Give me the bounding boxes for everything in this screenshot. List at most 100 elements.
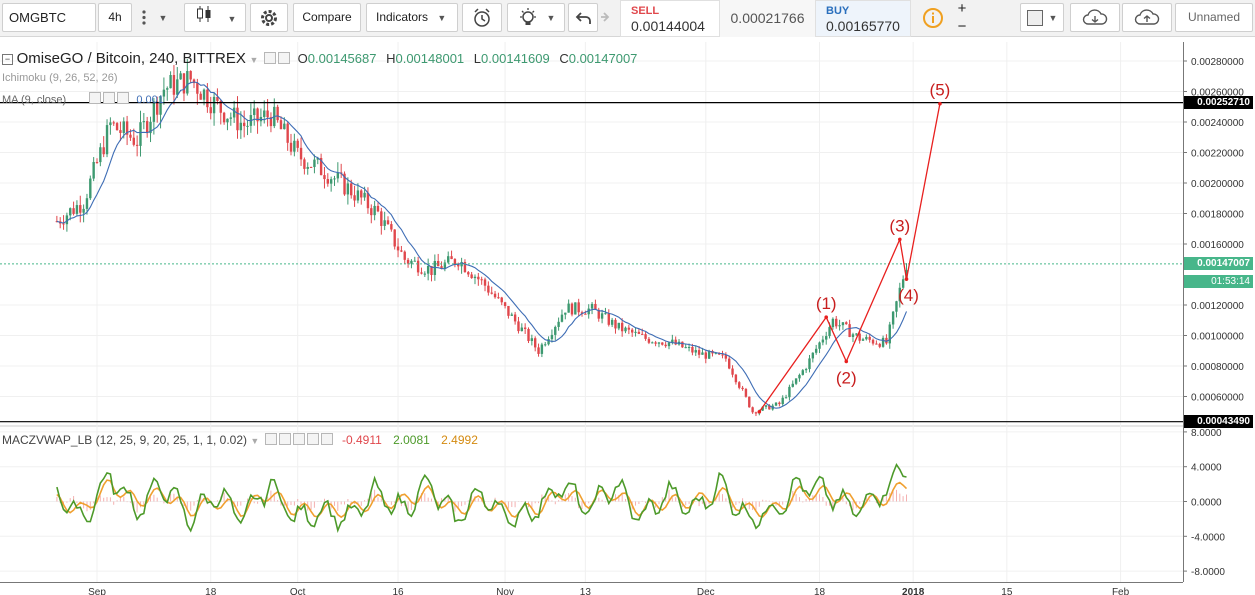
eye-icon[interactable] [264,52,277,64]
x-tick-label: Feb [1112,587,1130,595]
candle-body [738,382,741,388]
open-value: 0.00145687 [307,51,377,66]
load-layout-button[interactable] [1070,3,1120,32]
candle-body [112,122,115,124]
chevron-down-icon[interactable]: ▼ [250,436,260,446]
candle-body [85,198,89,209]
candle-body [641,333,644,335]
price-chart[interactable]: (1)(2)(3)(4)(5) 0.002800000.002600000.00… [0,37,1255,595]
candle-body [62,223,65,225]
symbol-search-input[interactable]: OMGBTC [2,3,96,32]
candle-body [885,337,888,344]
candle-body [748,396,751,408]
candle-body [825,336,828,340]
eye-icon[interactable] [264,433,277,445]
eye-icon[interactable] [89,92,102,104]
indicators-button[interactable]: Indicators ▼ [366,3,458,32]
candle-body [400,250,403,252]
candle-body [671,339,674,343]
candle-body [463,261,467,273]
bulb-icon [519,7,536,25]
candle-body [781,397,784,405]
y-tick-label: 0.00080000 [1191,362,1244,373]
square-icon [1026,9,1043,26]
candle-body [861,339,865,341]
ichimoku-legend[interactable]: Ichimoku (9, 26, 52, 26) [2,72,118,84]
candle-body [550,334,554,340]
chart-style-button[interactable]: ▼ [184,3,246,32]
candle-body [644,334,647,339]
candle-body [634,331,637,333]
candle-body [383,220,386,226]
ideas-button[interactable]: ▼ [507,3,565,32]
buy-button[interactable]: BUY 0.00165770 [815,0,911,37]
candle-body [865,336,868,340]
oscillator-value-2: 2.0081 [393,433,430,447]
redo-button[interactable] [598,3,612,32]
candle-body [159,96,162,115]
drawing-style-button[interactable]: ▼ [1020,3,1064,32]
oscillator-legend[interactable]: MACZVWAP_LB (12, 25, 9, 20, 25, 1, 1, 0.… [2,433,478,447]
plus-icon[interactable]: + [957,0,967,17]
candles-icon [194,4,214,34]
undo-icon [575,12,591,24]
alert-button[interactable] [462,3,502,32]
candle-body [346,183,350,195]
chevron-down-icon[interactable]: ▼ [249,55,259,65]
y-tick-label: 0.00260000 [1191,88,1244,99]
close-icon[interactable] [320,433,333,445]
chevron-down-icon: ▼ [437,13,447,23]
info-button[interactable] [918,3,948,32]
candle-body [570,303,574,315]
candle-body [704,352,707,359]
minus-icon[interactable]: − [957,18,967,35]
candle-body [92,161,95,179]
candle-body [768,405,771,410]
format-icon[interactable] [292,433,305,445]
candle-body [232,107,236,118]
candle-body [453,259,457,265]
settings-button[interactable] [250,3,288,32]
candle-body [69,208,72,216]
hide-icon[interactable] [306,433,319,445]
candle-body [212,96,216,114]
y-tick-label: 0.00280000 [1191,57,1244,68]
ma-legend[interactable]: MA (9, close) 0.001 [2,92,164,106]
candle-body [216,96,219,101]
level-price-badge-bottom: 0.00043490 [1184,415,1253,428]
candle-body [450,256,453,260]
compare-button[interactable]: Compare [293,3,361,32]
gear-icon[interactable] [103,92,116,104]
candle-body [537,347,540,354]
interval-selector[interactable]: 4h [98,3,132,32]
sell-button[interactable]: SELL 0.00144004 [620,0,720,37]
candle-body [393,229,396,247]
layout-name-button[interactable]: Unnamed [1175,3,1253,32]
candle-body [380,211,383,226]
wave-label: (2) [836,368,857,387]
candle-body [901,279,905,288]
osc-y-tick-label: -8.0000 [1191,567,1225,578]
info-icon [923,7,943,28]
x-tick-label: 18 [205,587,217,595]
more-vert-icon[interactable] [134,3,152,32]
candle-body [72,208,75,214]
undo-button[interactable] [568,3,598,32]
close-icon[interactable] [117,92,130,104]
interval-dropdown[interactable]: ▼ [152,3,174,32]
gear-icon[interactable] [278,433,291,445]
collapse-legend-icon[interactable]: − [2,54,13,65]
wave-label: (5) [930,81,951,100]
candle-body [242,122,246,127]
oscillator-main-line [56,463,907,534]
last-price-badge: 0.00147007 [1184,257,1253,270]
candle-body [350,183,353,196]
candle-body [513,314,517,322]
candle-body [145,121,149,134]
candle-body [79,205,82,213]
save-layout-button[interactable] [1122,3,1172,32]
candle-body [584,313,587,315]
cloud-download-icon [1082,9,1108,25]
candle-body [139,122,142,146]
gear-icon[interactable] [278,52,291,64]
